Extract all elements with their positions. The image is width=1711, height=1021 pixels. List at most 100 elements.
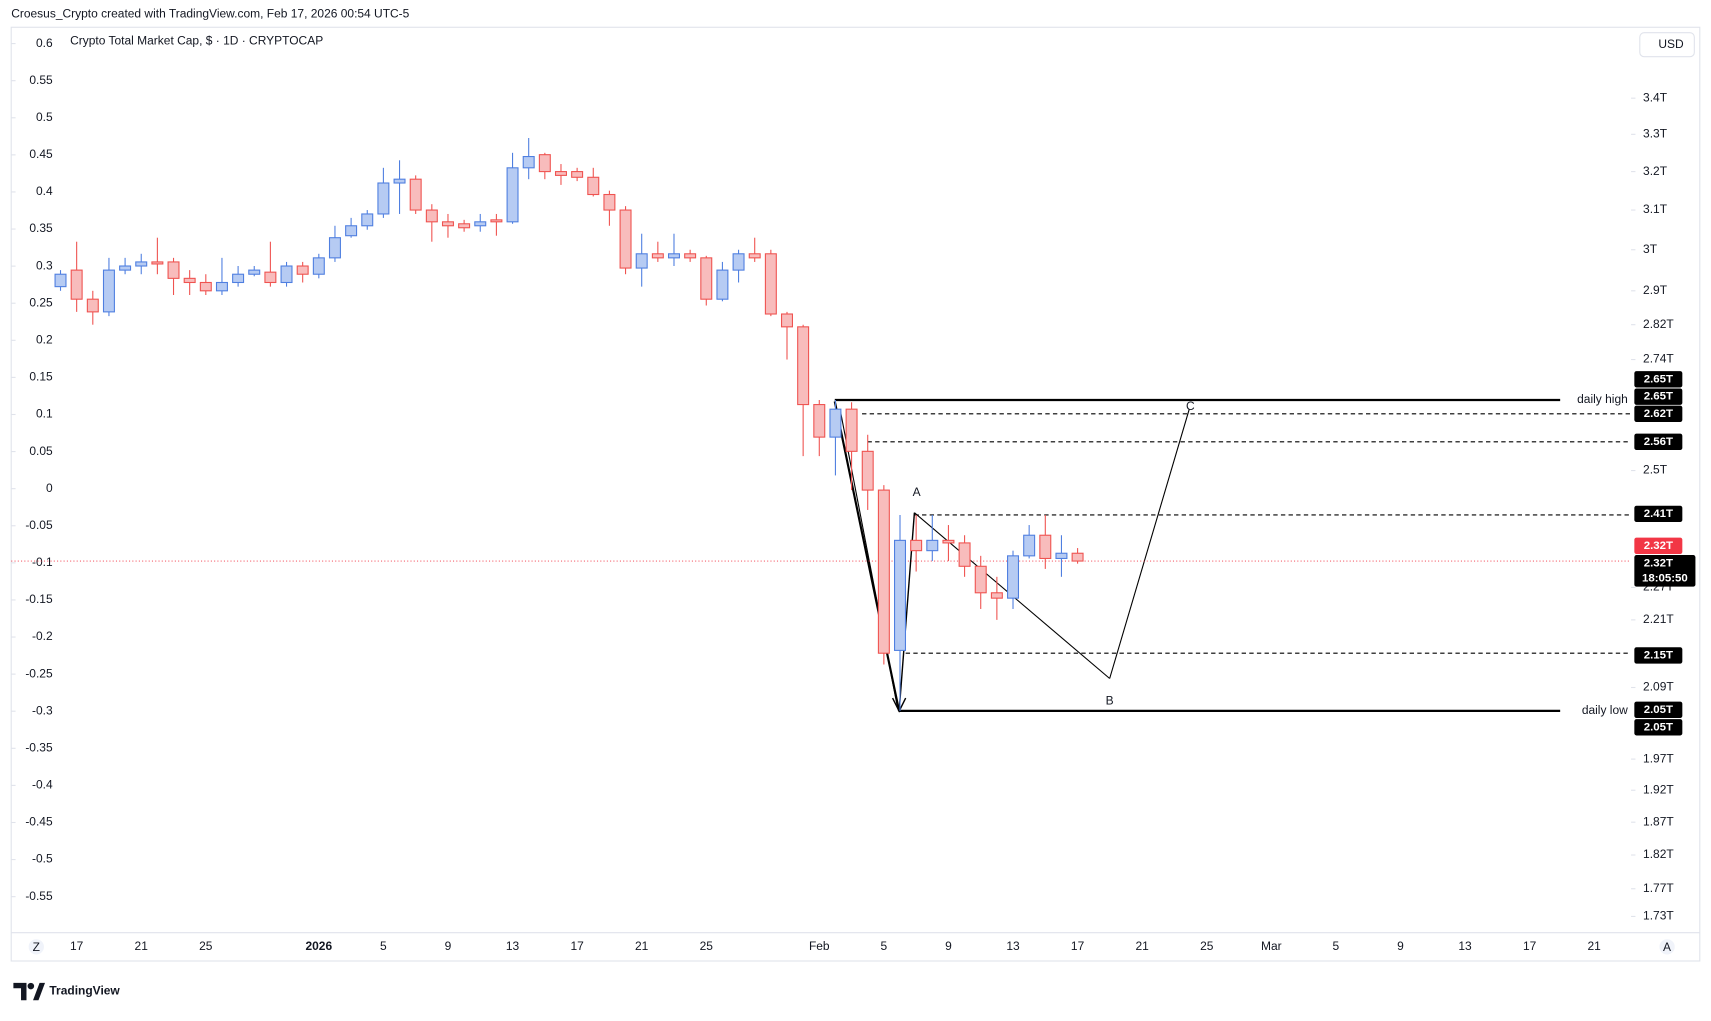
candle-body	[554, 171, 567, 176]
pattern-leg	[839, 410, 898, 705]
x-tick-label: 13	[1006, 939, 1020, 953]
price-badge	[1634, 388, 1683, 405]
y-tick-label: 1.73T	[1643, 909, 1674, 923]
candle-body	[1039, 534, 1052, 559]
currency-button[interactable]	[1639, 32, 1695, 58]
price-badge	[1634, 701, 1683, 718]
x-tick-label: 25	[700, 939, 714, 953]
candle-body	[280, 265, 293, 284]
x-tick-label: 17	[1523, 939, 1537, 953]
candle-body	[54, 273, 67, 288]
candle-body	[215, 281, 228, 292]
pattern-leg	[1109, 408, 1190, 679]
y2-tick-label: 0.05	[29, 444, 53, 458]
y-tick-label: 3.1T	[1643, 202, 1668, 216]
pattern-label: A	[913, 485, 921, 499]
candle-body	[684, 253, 697, 259]
logo-mark	[13, 982, 27, 1001]
candle-body	[119, 265, 132, 271]
y-tick-label: 1.92T	[1643, 782, 1674, 796]
scale-button-label[interactable]: A	[1663, 940, 1671, 954]
candle-body	[167, 261, 180, 279]
y2-tick-label: 0.4	[36, 184, 53, 198]
currency-label[interactable]: USD	[1658, 37, 1684, 51]
y2-tick-label: 0.5	[36, 110, 53, 124]
y2-tick-label: 0.15	[29, 370, 53, 384]
y2-tick-label: -0.2	[32, 629, 53, 643]
price-badge-label: 2.05T	[1644, 721, 1673, 733]
candle-body	[151, 261, 164, 265]
y2-tick-label: 0	[46, 481, 53, 495]
y-tick-label: 3.3T	[1643, 126, 1668, 140]
y-tick-label: 2.9T	[1643, 283, 1668, 297]
pattern-label: C	[1186, 399, 1195, 413]
candle-body	[700, 257, 713, 300]
chart-title: Crypto Total Market Cap, $ · 1D · CRYPTO…	[70, 34, 323, 48]
y2-tick-label: 0.55	[29, 73, 53, 87]
x-tick-label: 13	[1458, 939, 1472, 953]
candle-body	[926, 539, 939, 552]
scale-button-label[interactable]: Z	[33, 940, 40, 954]
scale-button[interactable]	[28, 939, 44, 955]
y2-tick-label: 0.2	[36, 332, 53, 346]
candle-body	[361, 213, 374, 227]
x-tick-label: 9	[445, 939, 452, 953]
candle-body	[635, 253, 648, 269]
y-tick-label: 3.2T	[1643, 164, 1668, 178]
candle-body	[861, 450, 874, 491]
candle-body	[232, 273, 245, 284]
candle-body	[651, 253, 664, 259]
chart-frame	[10, 26, 1701, 962]
y2-tick-label: -0.35	[25, 740, 53, 754]
candle-body	[780, 313, 793, 328]
y2-tick-label: -0.5	[32, 852, 53, 866]
x-tick-label: 17	[570, 939, 584, 953]
candle-body	[571, 171, 584, 178]
candle-body	[910, 539, 923, 552]
y2-tick-label: -0.1	[32, 555, 53, 569]
pattern-label: B	[1106, 694, 1114, 708]
y2-tick-label: -0.55	[25, 889, 53, 903]
level-label: daily low	[1582, 703, 1628, 717]
y2-tick-label: 0.45	[29, 147, 53, 161]
brand-name: TradingView	[49, 984, 120, 998]
candle-body	[183, 277, 196, 284]
y2-tick-label: -0.25	[25, 666, 53, 680]
x-tick-label: 5	[1333, 939, 1340, 953]
y-tick-label: 1.82T	[1643, 847, 1674, 861]
candle-body	[538, 154, 551, 173]
candle-body	[328, 237, 341, 259]
candle-body	[829, 408, 842, 438]
y-tick-label: 2.74T	[1643, 352, 1674, 366]
candle-body	[86, 298, 99, 313]
x-tick-label: 17	[70, 939, 84, 953]
candle-body	[1055, 552, 1068, 559]
candle-body	[490, 219, 503, 223]
y2-tick-label: -0.45	[25, 815, 53, 829]
x-tick-label: 25	[199, 939, 213, 953]
x-tick-label: 21	[1588, 939, 1602, 953]
price-badge-label: 2.32T	[1644, 557, 1673, 569]
price-badge	[1634, 433, 1683, 451]
y2-tick-label: -0.15	[25, 592, 53, 606]
scale-button[interactable]	[1659, 939, 1675, 955]
y2-tick-label: -0.3	[32, 703, 53, 717]
price-badge	[1634, 405, 1683, 422]
x-tick-label: Feb	[809, 939, 830, 953]
candle-body	[409, 178, 422, 211]
price-badge-label: 2.65T	[1644, 373, 1673, 385]
candle-body	[199, 281, 212, 292]
candles	[54, 138, 1084, 711]
logo-mark	[33, 982, 46, 1001]
candle-body	[748, 253, 761, 259]
candle-body	[102, 269, 115, 313]
candle-body	[764, 253, 777, 315]
y2-tick-label: -0.4	[32, 778, 53, 792]
x-tick-label: 13	[506, 939, 520, 953]
x-tick-label: 9	[1397, 939, 1404, 953]
candle-body	[441, 221, 454, 227]
price-badge	[1634, 555, 1696, 587]
candle-body	[474, 221, 487, 227]
